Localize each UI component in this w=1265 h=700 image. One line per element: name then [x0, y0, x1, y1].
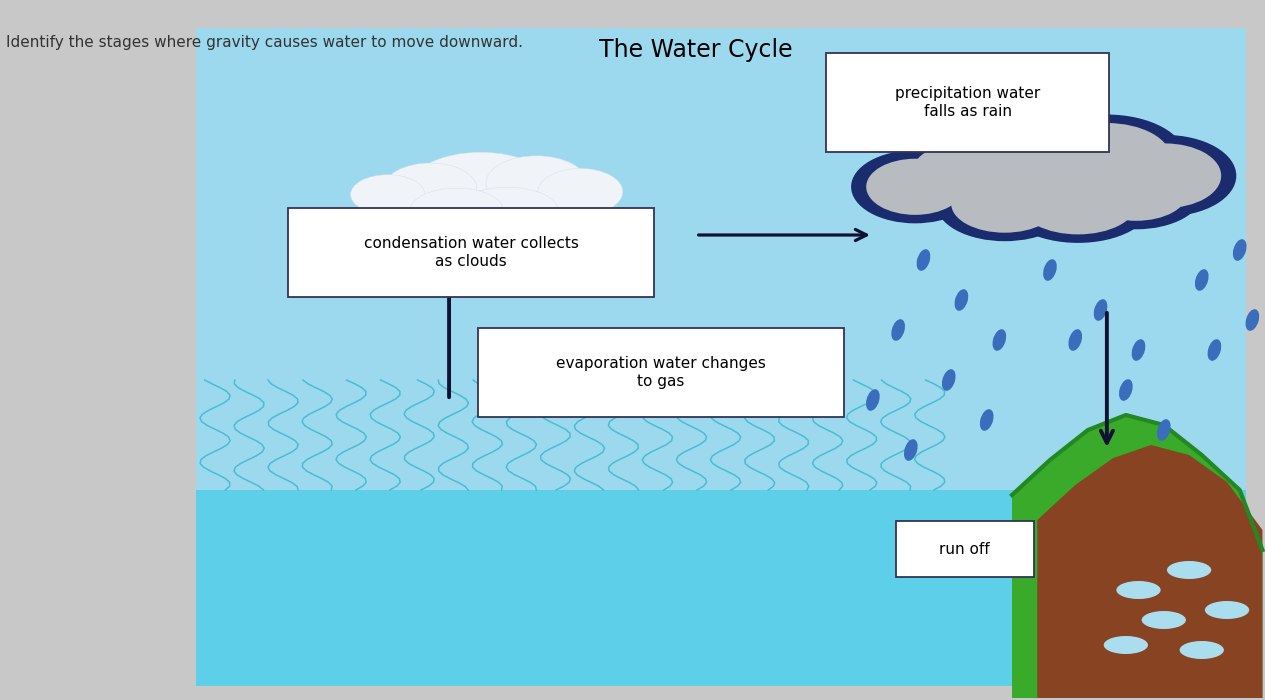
FancyBboxPatch shape — [288, 208, 654, 297]
Ellipse shape — [1246, 309, 1259, 331]
Ellipse shape — [936, 167, 1074, 242]
Ellipse shape — [951, 175, 1059, 232]
Ellipse shape — [917, 249, 930, 271]
Ellipse shape — [942, 369, 955, 391]
Ellipse shape — [410, 188, 503, 232]
Ellipse shape — [1208, 340, 1221, 360]
Polygon shape — [196, 490, 1246, 686]
Ellipse shape — [1233, 239, 1246, 261]
Ellipse shape — [867, 159, 964, 215]
Ellipse shape — [1028, 115, 1187, 203]
Ellipse shape — [1168, 561, 1212, 579]
Ellipse shape — [1069, 329, 1082, 351]
Ellipse shape — [867, 389, 879, 411]
Ellipse shape — [407, 152, 554, 228]
Text: Identify the stages where gravity causes water to move downward.: Identify the stages where gravity causes… — [6, 35, 524, 50]
Ellipse shape — [1094, 135, 1236, 216]
Ellipse shape — [1120, 379, 1132, 401]
Ellipse shape — [851, 150, 979, 223]
Ellipse shape — [1132, 340, 1145, 360]
FancyBboxPatch shape — [896, 521, 1034, 577]
Ellipse shape — [939, 115, 1136, 225]
Ellipse shape — [954, 123, 1121, 216]
Text: The Water Cycle: The Water Cycle — [598, 38, 793, 62]
Ellipse shape — [1020, 173, 1136, 235]
Ellipse shape — [1179, 641, 1225, 659]
Ellipse shape — [1085, 164, 1188, 220]
Ellipse shape — [1103, 636, 1149, 654]
Ellipse shape — [486, 156, 587, 210]
Ellipse shape — [993, 329, 1006, 351]
Text: evaporation water changes
to gas: evaporation water changes to gas — [557, 356, 765, 389]
Text: condensation water collects
as clouds: condensation water collects as clouds — [364, 237, 578, 269]
Ellipse shape — [1116, 581, 1161, 599]
Ellipse shape — [904, 439, 917, 461]
Ellipse shape — [892, 319, 904, 341]
Ellipse shape — [395, 202, 567, 229]
Ellipse shape — [1044, 259, 1056, 281]
FancyBboxPatch shape — [826, 53, 1109, 152]
Ellipse shape — [1070, 156, 1203, 230]
Ellipse shape — [1157, 419, 1170, 441]
Ellipse shape — [383, 163, 477, 214]
Text: run off: run off — [939, 542, 990, 557]
Text: precipitation water
falls as rain: precipitation water falls as rain — [896, 86, 1040, 119]
Ellipse shape — [1141, 611, 1187, 629]
Ellipse shape — [457, 188, 558, 232]
Ellipse shape — [1195, 270, 1208, 290]
Ellipse shape — [1094, 299, 1107, 321]
Ellipse shape — [1044, 123, 1171, 195]
Ellipse shape — [1109, 144, 1221, 208]
Ellipse shape — [912, 141, 1028, 206]
Polygon shape — [1037, 445, 1262, 698]
Polygon shape — [1012, 415, 1262, 698]
Polygon shape — [196, 28, 1246, 686]
Ellipse shape — [350, 175, 425, 214]
Ellipse shape — [1004, 164, 1151, 243]
Ellipse shape — [897, 132, 1044, 214]
Ellipse shape — [980, 410, 993, 430]
Ellipse shape — [538, 169, 622, 215]
FancyBboxPatch shape — [478, 328, 844, 417]
Ellipse shape — [1204, 601, 1249, 619]
Ellipse shape — [955, 289, 968, 311]
